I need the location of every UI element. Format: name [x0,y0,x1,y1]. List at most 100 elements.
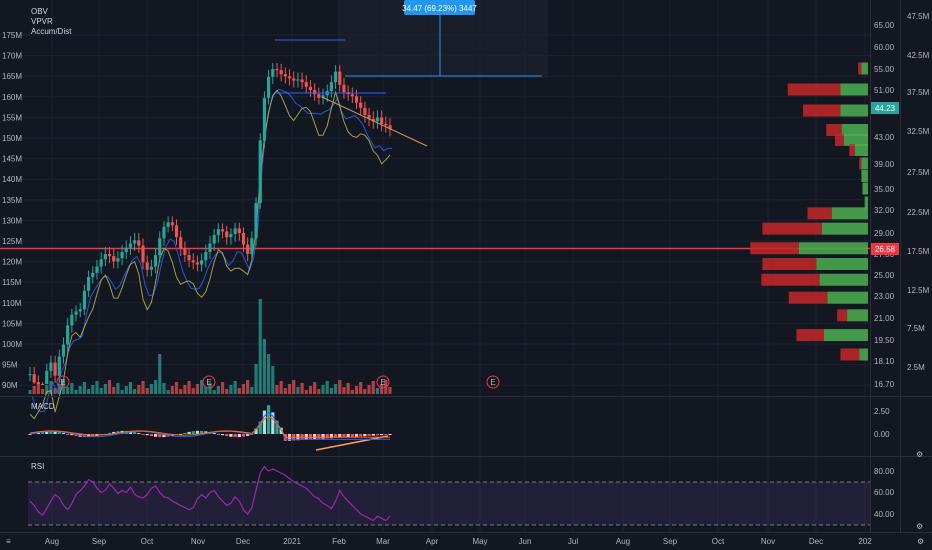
volume-bar [137,385,141,394]
candle-body [308,86,313,90]
price-axis-label: 65.00 [874,21,895,30]
candle-body [296,79,300,81]
candle-body [333,71,338,83]
macd-bar [354,434,359,437]
left-axis-label: 90M [2,381,18,390]
vp-up-bar [861,170,868,182]
vp-down-bar [750,242,799,255]
candle-body [304,82,308,87]
candle-body [179,237,183,249]
candle-body [162,226,166,239]
hline-price-badge [871,243,899,255]
volume-bar [45,385,49,394]
macd-bar [254,428,258,434]
macd-bar [367,434,371,436]
vp-up-bar [816,258,868,270]
volume-bar [158,354,162,394]
time-axis[interactable]: Aug Sep Oct Nov Dec 2021 Feb Mar Apr May Jun Jul Aug… [45,537,872,546]
vp-down-bar [762,258,817,270]
volume-axis-label: 47.5M [907,12,930,21]
candle-body [36,382,40,384]
volume-bar [354,386,359,394]
vp-up-bar [864,196,868,209]
time-tick-label: Dec [236,537,250,546]
candle-body [262,97,267,141]
axes-labels[interactable]: 175M 170M 165M 160M 155M 150M 145M 140M 135M 130M… [2,12,930,519]
volume-bar [363,389,367,394]
macd-bar [329,434,333,439]
volume-bar [254,364,258,394]
time-tick-label: Feb [332,537,346,546]
candle-body [220,229,225,232]
candle-body [116,258,120,262]
macd-bar [267,405,271,434]
macd-bar [145,434,149,436]
vp-down-bar [762,222,822,235]
left-axis-label: 135M [2,196,22,205]
macd-bar [57,431,61,434]
volume-bar [28,390,32,394]
candle-body [283,74,287,77]
volume-bar [338,380,342,394]
gear-icon[interactable]: ⚙ [916,450,923,459]
volume-bars [28,299,392,394]
vp-down-bar [761,273,820,286]
volume-profile [750,62,868,361]
macd-axis-label: 2.50 [874,407,890,416]
price-axis-label: 51.00 [874,86,895,95]
price-axis-label: 25.00 [874,271,895,280]
macd-histogram [28,405,392,441]
volume-axis-label: 7.5M [907,324,925,333]
volume-bar [61,380,66,394]
candle-body [367,114,371,119]
macd-bar [112,431,116,434]
log-icon[interactable]: ≡ [6,537,11,546]
volume-bar [99,388,103,394]
macd-bar [388,434,392,435]
volume-bar [300,383,304,394]
volume-bar [279,381,283,394]
macd-bar [325,434,329,439]
candle-body [124,247,128,252]
price-axis-label: 32.00 [874,206,895,215]
vp-up-bar [819,273,868,286]
candle-body [380,117,384,124]
macd-bar [262,410,267,434]
macd-bar [246,434,250,436]
volume-bar [162,383,166,394]
accum-dist-line [29,89,391,420]
volume-axis-label: 27.5M [907,168,930,177]
volume-axis-label: 17.5M [907,247,930,256]
candle-body [212,235,216,244]
volume-bar [388,387,392,394]
price-axis-label: 21.00 [874,314,895,323]
volume-bar [375,388,380,394]
candle-body [128,243,133,248]
macd-divergence-line[interactable] [315,435,389,451]
vp-up-bar [821,222,868,235]
candle-body [112,256,116,262]
volume-bar [380,384,384,394]
candle-body [74,311,78,315]
left-axis-label: 95M [2,361,18,370]
volume-bar [220,382,225,394]
volume-bar [74,390,78,394]
macd-bar [141,434,145,435]
price-axis-label: 19.50 [874,336,895,345]
earnings-marker-label: E [380,378,385,387]
volume-axis-label: 37.5M [907,88,930,97]
gear-icon[interactable]: ⚙ [916,522,923,531]
volume-bar [267,354,271,394]
volume-bar [333,384,338,394]
candle-body [170,222,174,226]
settings-icon[interactable]: ⚙ [917,537,924,546]
drawing-tools[interactable] [275,12,542,451]
macd-bar [61,432,66,434]
candle-body [384,124,388,126]
trendline-descending[interactable] [321,96,428,147]
candle-body [342,84,346,93]
volume-bar [216,386,220,394]
volume-bar [32,386,36,394]
macd-bar [342,434,346,438]
